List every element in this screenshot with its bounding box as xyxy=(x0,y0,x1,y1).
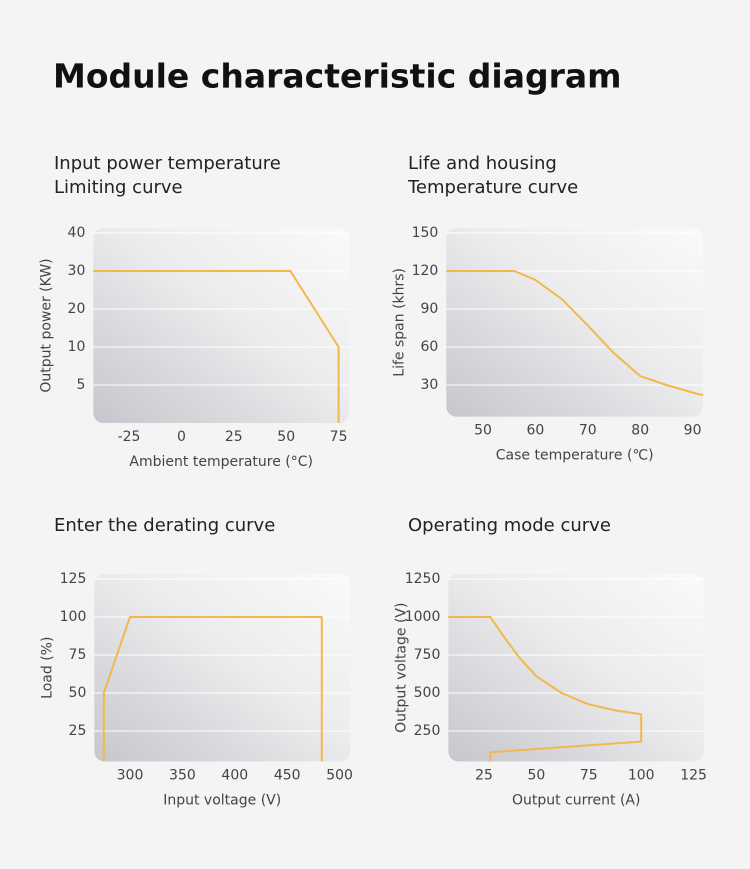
y-tick-label: 100 xyxy=(60,609,87,625)
y-tick-label: 10 xyxy=(68,339,86,355)
x-tick-label: 75 xyxy=(330,429,348,445)
line-series xyxy=(446,270,704,397)
x-tick-label: 100 xyxy=(628,767,655,783)
y-tick-label: 1250 xyxy=(405,571,441,587)
x-tick-label: 50 xyxy=(527,767,545,783)
chart-title: Enter the derating curve xyxy=(54,515,275,536)
line-series xyxy=(102,616,323,762)
chart-title: Limiting curve xyxy=(54,177,183,198)
y-axis-label: Life span (khrs) xyxy=(391,268,407,377)
x-tick-label: 450 xyxy=(274,767,301,783)
plot-area xyxy=(93,228,350,423)
y-tick-label: 75 xyxy=(69,647,87,663)
x-tick-label: 90 xyxy=(684,423,702,439)
x-tick-label: 125 xyxy=(680,767,707,783)
y-tick-label: 40 xyxy=(68,225,86,241)
plot-area xyxy=(94,574,351,762)
x-axis-label: Case temperature (℃) xyxy=(496,448,654,464)
x-tick-label: 70 xyxy=(579,423,597,439)
y-tick-label: 60 xyxy=(420,339,438,355)
plot-area xyxy=(446,228,704,417)
x-tick-label: 50 xyxy=(277,429,295,445)
y-tick-label: 90 xyxy=(420,301,438,317)
x-tick-label: 25 xyxy=(475,767,493,783)
x-tick-label: -25 xyxy=(118,429,141,445)
x-tick-label: 25 xyxy=(225,429,243,445)
y-axis-label: Load (%) xyxy=(39,637,55,699)
y-tick-label: 125 xyxy=(60,571,87,587)
y-tick-label: 30 xyxy=(68,263,86,279)
y-tick-label: 150 xyxy=(412,225,439,241)
x-axis-label: Output current (A) xyxy=(512,792,641,808)
x-tick-label: 400 xyxy=(221,767,248,783)
chart-title: Life and housing xyxy=(408,153,557,174)
y-tick-label: 500 xyxy=(414,685,441,701)
chart-title: Input power temperature xyxy=(54,153,281,174)
y-tick-label: 25 xyxy=(69,723,87,739)
y-tick-label: 50 xyxy=(69,685,87,701)
y-tick-label: 750 xyxy=(414,647,441,663)
line-series xyxy=(93,270,340,423)
y-tick-label: 250 xyxy=(414,723,441,739)
page-title: Module characteristic diagram xyxy=(53,57,622,96)
x-tick-label: 75 xyxy=(580,767,598,783)
x-tick-label: 350 xyxy=(169,767,196,783)
plot-area xyxy=(448,574,705,762)
x-tick-label: 80 xyxy=(631,423,649,439)
y-axis-label: Output voltage (V) xyxy=(393,603,409,733)
line-series xyxy=(448,616,643,762)
y-tick-label: 5 xyxy=(76,377,85,393)
y-tick-label: 30 xyxy=(420,377,438,393)
y-tick-label: 20 xyxy=(68,301,86,317)
x-tick-label: 500 xyxy=(326,767,353,783)
chart-title: Temperature curve xyxy=(407,177,578,198)
x-tick-label: 60 xyxy=(526,423,544,439)
x-tick-label: 50 xyxy=(474,423,492,439)
x-tick-label: 300 xyxy=(117,767,144,783)
y-tick-label: 120 xyxy=(412,263,439,279)
x-axis-label: Input voltage (V) xyxy=(163,792,281,808)
chart-title: Operating mode curve xyxy=(408,515,611,536)
x-axis-label: Ambient temperature (°C) xyxy=(129,454,313,470)
y-axis-label: Output power (KW) xyxy=(38,258,54,392)
x-tick-label: 0 xyxy=(177,429,186,445)
y-tick-label: 1000 xyxy=(405,609,441,625)
